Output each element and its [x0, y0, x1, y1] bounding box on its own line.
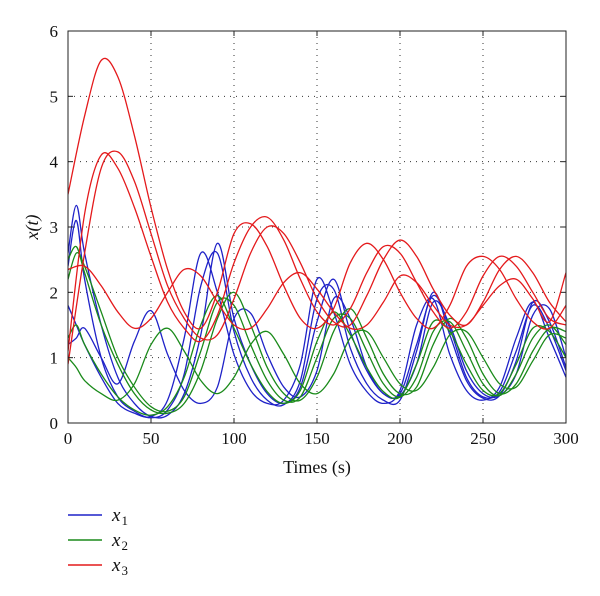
y-tick-label: 3: [50, 218, 59, 237]
series-line-x1-1: [68, 219, 566, 419]
legend-label-2: x2: [111, 530, 128, 553]
series-line-x3-9: [68, 152, 566, 352]
series-line-x3-11: [68, 264, 566, 331]
x-tick-label: 0: [64, 429, 73, 448]
series-line-x3-8: [68, 57, 566, 330]
series-line-x2-5: [68, 252, 566, 413]
legend-label-3: x3: [111, 555, 128, 578]
legend-label-1: x1: [111, 505, 128, 528]
y-tick-label: 6: [50, 22, 59, 41]
series-group: [68, 57, 566, 419]
series-line-x1-0: [68, 204, 566, 419]
x-tick-label: 100: [221, 429, 247, 448]
x-tick-label: 200: [387, 429, 413, 448]
x-axis-ticks: 0 50 100 150 200 250 300: [64, 31, 579, 448]
x-tick-label: 250: [470, 429, 496, 448]
y-tick-label: 5: [50, 87, 59, 106]
y-tick-label: 0: [50, 414, 59, 433]
x-tick-label: 150: [304, 429, 330, 448]
x-axis-label: Times (s): [283, 457, 351, 478]
y-axis-ticks: 0 1 2 3 4 5 6: [50, 22, 566, 433]
y-tick-label: 4: [50, 153, 59, 172]
series-line-x3-10: [68, 150, 566, 365]
series-line-x1-3: [68, 294, 566, 405]
y-tick-label: 2: [50, 283, 59, 302]
x-tick-label: 50: [143, 429, 160, 448]
series-line-x2-7: [68, 327, 566, 402]
x-tick-label: 300: [553, 429, 579, 448]
y-tick-label: 1: [50, 349, 59, 368]
series-line-x1-2: [68, 251, 566, 418]
y-axis-label: x(t): [22, 215, 43, 241]
series-line-x2-6: [68, 294, 566, 416]
